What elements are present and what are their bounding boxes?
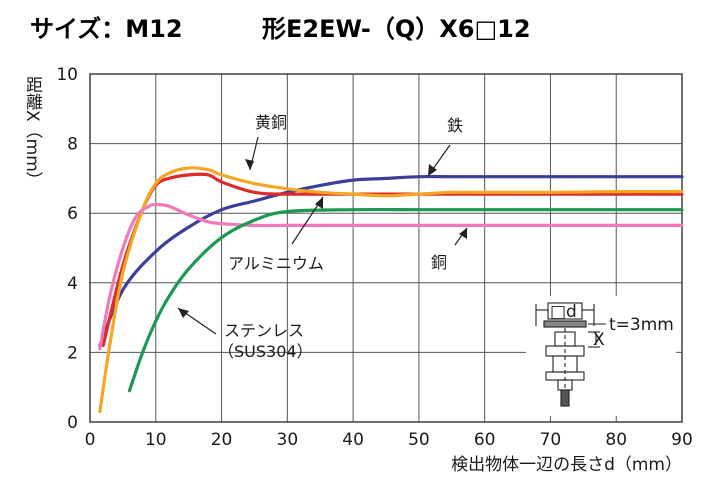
annotation-arrowheads: [178, 159, 467, 318]
arrowhead-aluminum: [315, 197, 323, 209]
header-model-label: 形E2EW-（Q）X6□12: [262, 15, 531, 43]
inset-size-label: □d: [550, 302, 577, 322]
arrowhead-copper: [459, 228, 467, 239]
annotation-copper: 銅: [431, 253, 447, 272]
x-tick-label: 10: [145, 430, 167, 450]
target-plate: [543, 320, 587, 328]
y-axis-title-text: 距離X（mm）: [22, 76, 43, 189]
tick-labels: 0 10 20 30 40 50 60 70 80 90 0 2 4 6 8 10: [56, 65, 692, 450]
x-tick-label: 20: [211, 430, 233, 450]
x-tick-label: 30: [277, 430, 299, 450]
y-tick-label: 0: [67, 413, 78, 433]
series-line-4: [127, 207, 684, 393]
series-lines: [98, 166, 684, 414]
x-tick-label: 60: [474, 430, 496, 450]
series-line-3: [98, 202, 684, 351]
arrowhead-stainless: [178, 308, 189, 318]
x-tick-label: 50: [408, 430, 430, 450]
series-line-0: [98, 174, 684, 347]
x-axis-title: 検出物体一辺の長さd（mm）: [451, 455, 682, 475]
annotation-sus304: （SUS304）: [218, 342, 313, 361]
x-tick-label: 40: [342, 430, 364, 450]
sensor-cable: [560, 389, 570, 407]
x-tick-label: 80: [605, 430, 627, 450]
x-tick-label: 70: [540, 430, 562, 450]
y-tick-label: 8: [67, 135, 78, 155]
annotation-aluminum: アルミニウム: [228, 254, 324, 273]
y-tick-label: 4: [67, 274, 78, 294]
target-box: [547, 302, 583, 320]
y-tick-label: 2: [67, 343, 78, 363]
annotation-stainless: ステンレス: [224, 321, 304, 340]
y-tick-label: 6: [67, 204, 78, 224]
inset-thickness-label: t=3mm: [609, 315, 674, 335]
arrowhead-iron: [428, 164, 437, 176]
arrowhead-brass: [245, 159, 254, 170]
x-tick-label: 0: [85, 430, 96, 450]
annotation-iron: 鉄: [447, 116, 463, 135]
inset-distance-label: X: [593, 330, 605, 350]
plot-frame: [89, 73, 683, 423]
test-setup-diagram: □d t=3mm X: [526, 296, 676, 416]
y-tick-label: 10: [56, 65, 78, 85]
header-size-label: サイズ：M12: [30, 15, 183, 43]
annotation-brass: 黄銅: [255, 113, 287, 132]
x-tick-label: 90: [671, 430, 693, 450]
y-axis-title: 距離X（mm）: [22, 76, 43, 189]
